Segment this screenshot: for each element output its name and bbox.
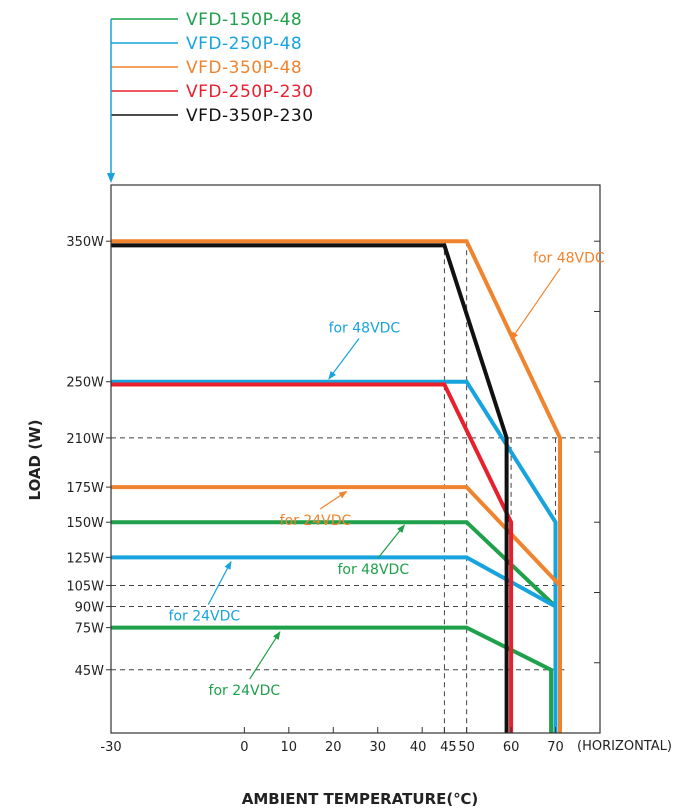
x-tick-label-10: 10 — [281, 740, 298, 755]
annotation-arrow-4 — [207, 560, 232, 605]
y-tick-label-175: 175W — [66, 481, 104, 496]
y-tick-label-125: 125W — [66, 551, 104, 566]
curve-vfd-250p-230-main — [111, 382, 514, 733]
legend-label-3: VFD-250P-230 — [186, 82, 314, 102]
x-axis-title: AMBIENT TEMPERATURE(℃) — [242, 790, 479, 808]
annotation-label-4: for 24VDC — [169, 609, 241, 625]
annotation-arrow-1 — [328, 338, 360, 380]
x-tick-label--30: -30 — [100, 740, 121, 755]
curve-vfd-350p-48-for-24vdc — [111, 485, 562, 587]
annotation-arrow-5 — [249, 631, 281, 680]
x-tick-label-0: 0 — [240, 740, 248, 755]
curve-vfd-250p-48-for-24vdc — [111, 555, 557, 609]
annotation-label-2: for 24VDC — [280, 513, 352, 529]
annotations: for 48VDC for 48VDC for 24VDC for 48VDC for … — [169, 250, 605, 699]
annotation-label-1: for 48VDC — [329, 321, 401, 337]
y-tick-label-250: 250W — [66, 376, 104, 391]
annotation-label-3: for 48VDC — [337, 562, 409, 578]
y-tick-label-90: 90W — [75, 601, 105, 616]
y-axis-title: LOAD (W) — [26, 420, 44, 501]
y-tick-label-45: 45W — [75, 664, 105, 679]
curve-vfd-150p-48-for-24vdc — [111, 625, 554, 733]
curves — [111, 239, 562, 733]
y-tick-label-350: 350W — [66, 235, 104, 250]
annotation-arrow-0 — [510, 267, 561, 341]
annotation-label-0: for 48VDC — [533, 250, 605, 266]
x-tick-label-40: 40 — [410, 740, 427, 755]
x-tick-label-30: 30 — [369, 740, 386, 755]
legend: VFD-150P-48 VFD-250P-48 VFD-350P-48 VFD-250… — [107, 10, 314, 183]
plot-frame — [110, 184, 601, 734]
curve-vfd-350p-230-main — [111, 243, 509, 733]
y-tick-label-75: 75W — [75, 622, 105, 637]
x-tick-label-60: 60 — [503, 740, 520, 755]
legend-label-2: VFD-350P-48 — [186, 58, 302, 78]
y-tick-label-105: 105W — [66, 579, 104, 594]
annotation-arrow-2 — [319, 490, 348, 510]
legend-label-1: VFD-250P-48 — [186, 34, 302, 54]
legend-label-0: VFD-150P-48 — [186, 10, 302, 30]
y-tick-label-150: 150W — [66, 516, 104, 531]
x-tick-label-45: 45 — [440, 740, 457, 755]
axis-ticks: -30 0 10 20 30 40 45 50 60 70 350W 250W 210W 175W 150W… — [66, 235, 600, 755]
legend-label-4: VFD-350P-230 — [186, 106, 314, 126]
x-tick-label-70: 70 — [547, 740, 564, 755]
x-tick-label-20: 20 — [325, 740, 342, 755]
y-tick-label-210: 210W — [66, 432, 104, 447]
legend-connector-arrowhead — [107, 173, 115, 183]
x-tick-label-50: 50 — [458, 740, 475, 755]
x-axis-unit-note: (HORIZONTAL) — [577, 739, 672, 754]
annotation-arrow-3 — [377, 524, 405, 559]
annotation-label-5: for 24VDC — [209, 683, 281, 699]
curve-vfd-250p-48-for-48vdc — [111, 379, 558, 733]
